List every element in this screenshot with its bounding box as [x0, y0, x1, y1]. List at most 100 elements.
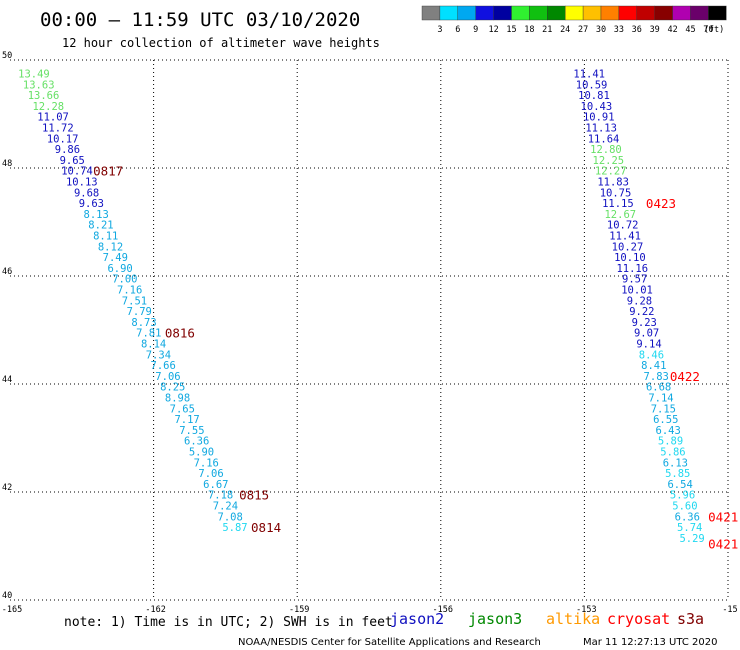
time-annotation: 0815 — [239, 488, 269, 503]
wave-height-label: 5.60 — [672, 501, 697, 513]
colorbar-swatch — [421, 5, 441, 21]
wave-height-label: 11.41 — [609, 231, 641, 243]
wave-height-label: 13.49 — [18, 69, 50, 81]
wave-height-label: 11.07 — [37, 112, 69, 124]
wave-height-label: 5.87 — [222, 522, 247, 534]
colorbar-tick-label: 30 — [596, 25, 606, 35]
wave-height-label: 8.25 — [160, 382, 185, 394]
wave-height-label: 7.15 — [651, 403, 676, 415]
wave-height-label: 8.13 — [84, 209, 109, 221]
colorbar-swatch — [493, 5, 512, 21]
wave-height-label: 11.15 — [602, 198, 634, 210]
wave-height-label: 8.12 — [98, 241, 123, 253]
wave-height-label: 7.83 — [644, 371, 669, 383]
legend-entry-cryosat: cryosat — [607, 610, 670, 628]
y-tick-label: 48 — [2, 159, 12, 169]
time-annotation: 0421 — [708, 509, 738, 524]
time-annotation: 0421 — [708, 536, 738, 551]
wave-height-label: 5.74 — [677, 522, 702, 534]
colorbar-tick-label: 6 — [455, 25, 460, 35]
wave-height-label: 8.98 — [165, 393, 190, 405]
wave-height-label: 5.89 — [658, 436, 683, 448]
wave-height-label: 5.86 — [660, 447, 685, 459]
wave-height-label: 6.90 — [107, 263, 132, 275]
wave-height-label: 10.13 — [66, 177, 98, 189]
wave-height-label: 8.14 — [141, 339, 166, 351]
colorbar-tick-label: 9 — [473, 25, 478, 35]
plot-grid — [10, 59, 729, 601]
colorbar-swatch — [600, 5, 620, 21]
wave-height-label: 10.10 — [614, 252, 646, 264]
colorbar-swatch — [439, 5, 458, 21]
x-tick-label: -159 — [289, 605, 309, 615]
colorbar-swatch — [511, 5, 530, 21]
colorbar-tick-label: 27 — [578, 25, 588, 35]
chart-title: 00:00 – 11:59 UTC 03/10/2020 — [40, 9, 360, 31]
wave-height-label: 7.18 — [208, 490, 233, 502]
wave-height-label: 11.72 — [42, 123, 74, 135]
footer-credit: NOAA/NESDIS Center for Satellite Applica… — [238, 637, 541, 648]
colorbar-unit: (ft) — [704, 25, 724, 35]
colorbar-tick-label: 42 — [667, 25, 677, 35]
legend-entry-altika: altika — [546, 610, 600, 628]
y-tick-label: 42 — [2, 483, 12, 493]
wave-height-label: 9.14 — [636, 339, 661, 351]
wave-height-label: 5.85 — [665, 468, 690, 480]
wave-height-label: 10.75 — [600, 187, 632, 199]
x-tick-label: -156 — [433, 605, 453, 615]
wave-height-label: 6.36 — [184, 436, 209, 448]
x-tick-label: -162 — [145, 605, 165, 615]
wave-height-label: 6.54 — [667, 479, 692, 491]
data-labels: 13.4913.6313.6612.2811.0711.7210.179.869… — [18, 69, 705, 545]
wave-height-label: 9.07 — [634, 328, 659, 340]
x-tick-label: -165 — [2, 605, 22, 615]
colorbar-tick-label: 24 — [560, 25, 570, 35]
colorbar-swatch — [708, 5, 727, 21]
time-annotation: 0423 — [646, 196, 676, 211]
colorbar-swatch — [475, 5, 494, 21]
wave-height-label: 7.65 — [170, 403, 195, 415]
wave-height-label: 11.16 — [616, 263, 648, 275]
x-tick-label: -153 — [576, 605, 596, 615]
colorbar-swatch — [547, 5, 566, 21]
wave-height-label: 7.55 — [179, 425, 204, 437]
wave-height-label: 12.25 — [593, 155, 625, 167]
wave-height-label: 7.49 — [103, 252, 128, 264]
wave-height-label: 10.27 — [612, 241, 644, 253]
wave-height-label: 9.68 — [74, 187, 99, 199]
y-tick-label: 46 — [2, 267, 12, 277]
colorbar-swatch — [582, 5, 602, 21]
colorbar-tick-label: 39 — [650, 25, 660, 35]
wave-height-label: 7.14 — [648, 393, 673, 405]
x-tick-label: -15 — [722, 605, 737, 615]
wave-height-label: 6.55 — [653, 414, 678, 426]
wave-height-label: 12.80 — [590, 144, 622, 156]
legend-entry-jason3: jason3 — [468, 610, 522, 628]
wave-height-label: 10.17 — [47, 133, 79, 145]
wave-height-label: 6.67 — [203, 479, 228, 491]
wave-height-label: 12.27 — [595, 166, 627, 178]
time-annotation: 0422 — [670, 369, 700, 384]
satellite-legend: jason2 jason3 altika cryosat s3a — [390, 610, 704, 628]
wave-height-label: 7.51 — [122, 295, 147, 307]
colorbar-swatch — [654, 5, 673, 21]
colorbar-tick-label: 70 — [703, 25, 713, 35]
footer-timestamp: Mar 11 12:27:13 UTC 2020 — [583, 637, 718, 648]
wave-height-label: 9.65 — [60, 155, 85, 167]
wave-height-label: 7.06 — [155, 371, 180, 383]
footer-note: note: 1) Time is in UTC; 2) SWH is in fe… — [64, 615, 393, 630]
wave-height-label: 5.90 — [189, 447, 214, 459]
y-tick-label: 44 — [2, 375, 12, 385]
colorbar-legend: 3 6 9 12 15 18 21 24 27 30 33 36 39 42 45 70(ft) — [421, 5, 727, 35]
colorbar-tick-label: 45 — [685, 25, 695, 35]
y-tick-label: 50 — [2, 51, 12, 61]
wave-height-label: 8.73 — [131, 317, 156, 329]
wave-height-label: 6.68 — [646, 382, 671, 394]
chart-subtitle: 12 hour collection of altimeter wave hei… — [62, 36, 380, 50]
wave-height-label: 6.36 — [675, 511, 700, 523]
colorbar-swatch — [565, 5, 584, 21]
wave-height-label: 10.74 — [61, 166, 93, 178]
wave-height-label: 7.16 — [117, 285, 142, 297]
time-annotation: 0816 — [165, 326, 195, 341]
